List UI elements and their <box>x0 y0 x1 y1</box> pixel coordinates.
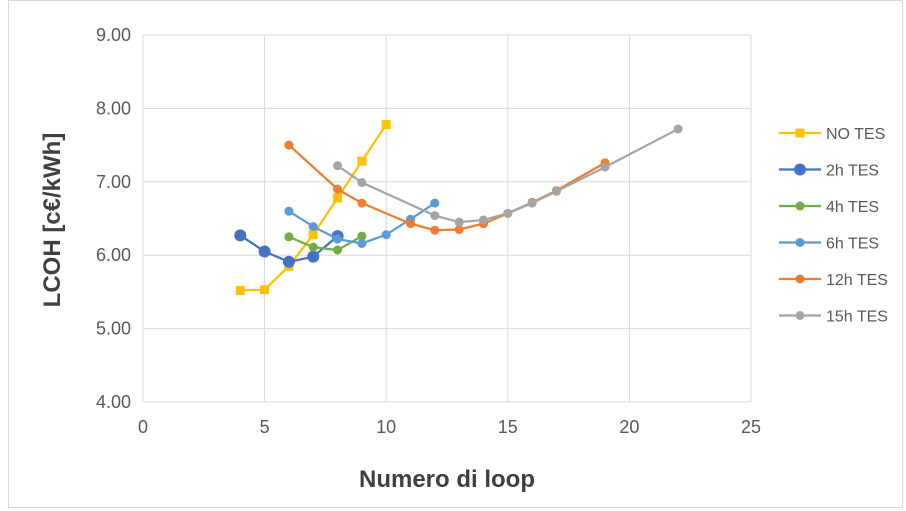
x-tick-label: 5 <box>260 417 270 437</box>
data-point <box>282 255 295 268</box>
data-point <box>430 198 440 208</box>
legend-marker <box>794 163 806 176</box>
legend-label: 12h TES <box>826 272 888 289</box>
chart-frame <box>8 0 903 508</box>
data-point <box>333 193 343 203</box>
data-point <box>284 140 294 150</box>
data-point <box>381 120 391 130</box>
x-tick-label: 10 <box>376 417 396 437</box>
y-tick-label: 7.00 <box>96 172 131 192</box>
x-tick-label: 25 <box>741 417 761 437</box>
data-point <box>284 232 294 242</box>
data-point <box>357 238 367 248</box>
series-15h-tes <box>333 124 683 227</box>
legend-marker <box>795 311 805 320</box>
legend-marker <box>795 128 805 138</box>
data-point <box>430 211 440 221</box>
data-point <box>235 285 245 295</box>
legend-item: 4h TES <box>779 199 879 216</box>
x-axis-title: Numero di loop <box>359 466 535 493</box>
series-group <box>234 120 683 295</box>
data-point <box>284 206 294 216</box>
y-tick-label: 9.00 <box>96 25 131 45</box>
gridlines <box>142 34 752 403</box>
data-point <box>308 222 318 232</box>
data-point <box>406 219 416 229</box>
legend-marker <box>795 201 805 211</box>
legend: NO TES 2h TES 4h TES 6h TES 12h TES 15h TES <box>779 126 888 326</box>
legend-label: 6h TES <box>826 236 879 253</box>
data-point <box>454 217 464 227</box>
axis-ticks: 4.00 5.00 6.00 7.00 8.00 9.00 0 5 10 15 20 25 <box>96 25 761 437</box>
y-tick-label: 5.00 <box>96 319 131 339</box>
series-4h-tes <box>284 231 367 255</box>
data-point <box>478 215 488 225</box>
data-point <box>357 178 367 188</box>
data-point <box>551 186 561 196</box>
y-tick-label: 6.00 <box>96 245 131 265</box>
data-point <box>234 229 247 242</box>
legend-label: 15h TES <box>826 309 888 326</box>
series-line <box>288 235 363 252</box>
data-point <box>308 242 318 252</box>
legend-marker <box>795 274 805 284</box>
legend-label: 2h TES <box>826 163 879 180</box>
data-point <box>333 184 343 194</box>
data-point <box>333 245 343 255</box>
y-tick-label: 8.00 <box>96 98 131 118</box>
legend-label: 4h TES <box>826 199 879 216</box>
data-point <box>260 285 270 295</box>
x-tick-label: 20 <box>619 417 639 437</box>
series-12h-tes <box>284 140 610 235</box>
data-point <box>357 198 367 208</box>
legend-item: 2h TES <box>779 163 879 180</box>
x-tick-label: 15 <box>498 417 518 437</box>
series-line <box>240 123 388 292</box>
series-no-tes <box>235 120 391 295</box>
data-point <box>673 124 683 134</box>
data-point <box>600 162 610 172</box>
y-tick-label: 4.00 <box>96 392 131 412</box>
x-tick-label: 0 <box>138 417 148 437</box>
data-point <box>527 198 537 208</box>
legend-item: 15h TES <box>779 309 888 326</box>
data-point <box>308 230 318 240</box>
y-axis-title: LCOH [c€/kWh] <box>39 133 66 308</box>
legend-item: 12h TES <box>779 272 888 289</box>
legend-label: NO TES <box>826 126 885 143</box>
data-point <box>381 230 391 240</box>
legend-item: NO TES <box>779 126 885 143</box>
data-point <box>357 231 367 241</box>
data-point <box>307 250 320 263</box>
series-line <box>336 127 679 224</box>
data-point <box>333 234 343 244</box>
data-point <box>333 161 343 171</box>
legend-marker <box>795 238 805 247</box>
legend-item: 6h TES <box>779 236 879 253</box>
data-point <box>503 208 513 218</box>
data-point <box>258 245 271 258</box>
data-point <box>357 156 367 166</box>
data-point <box>454 225 464 235</box>
data-point <box>430 225 440 235</box>
